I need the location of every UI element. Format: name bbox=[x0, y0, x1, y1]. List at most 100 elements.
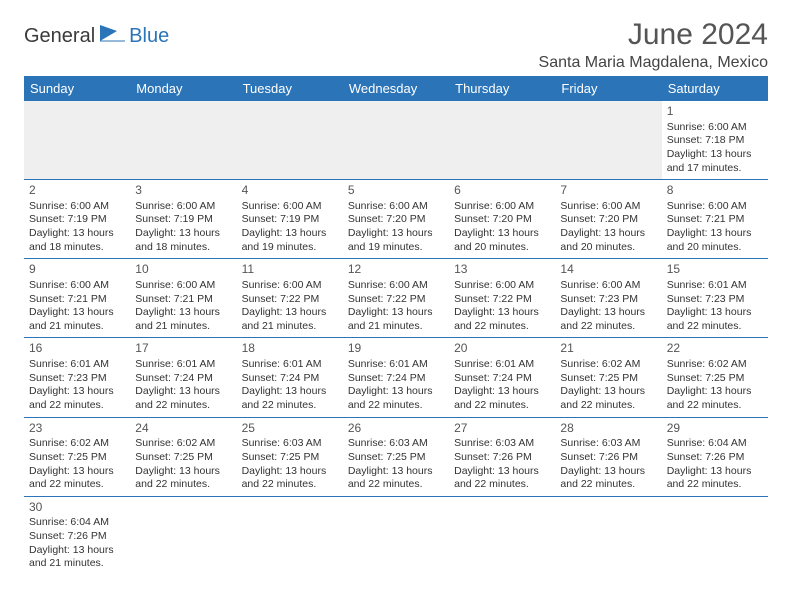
daylight-text: Daylight: 13 hours bbox=[29, 544, 125, 558]
sunset-text: Sunset: 7:23 PM bbox=[560, 293, 656, 307]
calendar-day-cell: 11Sunrise: 6:00 AMSunset: 7:22 PMDayligh… bbox=[237, 259, 343, 338]
sunrise-text: Sunrise: 6:00 AM bbox=[242, 279, 338, 293]
day-number: 9 bbox=[29, 262, 125, 278]
calendar-day-cell: 18Sunrise: 6:01 AMSunset: 7:24 PMDayligh… bbox=[237, 338, 343, 417]
daylight-text: Daylight: 13 hours bbox=[348, 465, 444, 479]
sunset-text: Sunset: 7:23 PM bbox=[29, 372, 125, 386]
sunrise-text: Sunrise: 6:02 AM bbox=[667, 358, 763, 372]
calendar-day-cell: 21Sunrise: 6:02 AMSunset: 7:25 PMDayligh… bbox=[555, 338, 661, 417]
day-number: 11 bbox=[242, 262, 338, 278]
daylight-text: and 19 minutes. bbox=[348, 241, 444, 255]
daylight-text: and 22 minutes. bbox=[348, 478, 444, 492]
sunset-text: Sunset: 7:19 PM bbox=[242, 213, 338, 227]
daylight-text: Daylight: 13 hours bbox=[242, 465, 338, 479]
sunrise-text: Sunrise: 6:01 AM bbox=[667, 279, 763, 293]
day-number: 7 bbox=[560, 183, 656, 199]
header: General Blue June 2024 Santa Maria Magda… bbox=[24, 18, 768, 72]
day-number: 24 bbox=[135, 421, 231, 437]
calendar-body: 1Sunrise: 6:00 AMSunset: 7:18 PMDaylight… bbox=[24, 101, 768, 575]
sunrise-text: Sunrise: 6:00 AM bbox=[135, 200, 231, 214]
calendar-day-cell: 17Sunrise: 6:01 AMSunset: 7:24 PMDayligh… bbox=[130, 338, 236, 417]
daylight-text: Daylight: 13 hours bbox=[454, 465, 550, 479]
calendar-day-cell: 2Sunrise: 6:00 AMSunset: 7:19 PMDaylight… bbox=[24, 180, 130, 259]
calendar-day-cell: 26Sunrise: 6:03 AMSunset: 7:25 PMDayligh… bbox=[343, 417, 449, 496]
calendar-column-header: Monday bbox=[130, 76, 236, 101]
sunrise-text: Sunrise: 6:00 AM bbox=[454, 279, 550, 293]
sunset-text: Sunset: 7:22 PM bbox=[454, 293, 550, 307]
daylight-text: Daylight: 13 hours bbox=[29, 306, 125, 320]
calendar-day-cell bbox=[24, 101, 130, 180]
sunset-text: Sunset: 7:21 PM bbox=[29, 293, 125, 307]
daylight-text: and 22 minutes. bbox=[560, 320, 656, 334]
day-number: 5 bbox=[348, 183, 444, 199]
sunset-text: Sunset: 7:25 PM bbox=[348, 451, 444, 465]
daylight-text: and 22 minutes. bbox=[560, 399, 656, 413]
sunset-text: Sunset: 7:24 PM bbox=[454, 372, 550, 386]
daylight-text: Daylight: 13 hours bbox=[242, 385, 338, 399]
sunset-text: Sunset: 7:20 PM bbox=[454, 213, 550, 227]
calendar-day-cell: 1Sunrise: 6:00 AMSunset: 7:18 PMDaylight… bbox=[662, 101, 768, 180]
day-number: 6 bbox=[454, 183, 550, 199]
sunrise-text: Sunrise: 6:01 AM bbox=[135, 358, 231, 372]
calendar-day-cell: 20Sunrise: 6:01 AMSunset: 7:24 PMDayligh… bbox=[449, 338, 555, 417]
sunrise-text: Sunrise: 6:03 AM bbox=[560, 437, 656, 451]
daylight-text: Daylight: 13 hours bbox=[560, 227, 656, 241]
day-number: 15 bbox=[667, 262, 763, 278]
calendar-day-cell: 28Sunrise: 6:03 AMSunset: 7:26 PMDayligh… bbox=[555, 417, 661, 496]
day-number: 19 bbox=[348, 341, 444, 357]
sunset-text: Sunset: 7:24 PM bbox=[242, 372, 338, 386]
day-number: 27 bbox=[454, 421, 550, 437]
calendar-day-cell: 27Sunrise: 6:03 AMSunset: 7:26 PMDayligh… bbox=[449, 417, 555, 496]
calendar-column-header: Thursday bbox=[449, 76, 555, 101]
daylight-text: Daylight: 13 hours bbox=[348, 385, 444, 399]
sunrise-text: Sunrise: 6:00 AM bbox=[667, 121, 763, 135]
sunrise-text: Sunrise: 6:00 AM bbox=[29, 200, 125, 214]
daylight-text: Daylight: 13 hours bbox=[135, 465, 231, 479]
daylight-text: Daylight: 13 hours bbox=[667, 148, 763, 162]
daylight-text: and 20 minutes. bbox=[454, 241, 550, 255]
sunset-text: Sunset: 7:19 PM bbox=[29, 213, 125, 227]
sunrise-text: Sunrise: 6:03 AM bbox=[348, 437, 444, 451]
sunrise-text: Sunrise: 6:02 AM bbox=[135, 437, 231, 451]
sunset-text: Sunset: 7:26 PM bbox=[454, 451, 550, 465]
calendar-day-cell: 29Sunrise: 6:04 AMSunset: 7:26 PMDayligh… bbox=[662, 417, 768, 496]
daylight-text: and 21 minutes. bbox=[135, 320, 231, 334]
calendar-day-cell: 16Sunrise: 6:01 AMSunset: 7:23 PMDayligh… bbox=[24, 338, 130, 417]
day-number: 14 bbox=[560, 262, 656, 278]
sunrise-text: Sunrise: 6:01 AM bbox=[348, 358, 444, 372]
daylight-text: and 22 minutes. bbox=[667, 320, 763, 334]
day-number: 28 bbox=[560, 421, 656, 437]
flag-icon bbox=[99, 24, 125, 42]
calendar-day-cell: 3Sunrise: 6:00 AMSunset: 7:19 PMDaylight… bbox=[130, 180, 236, 259]
daylight-text: Daylight: 13 hours bbox=[667, 385, 763, 399]
sunset-text: Sunset: 7:22 PM bbox=[348, 293, 444, 307]
daylight-text: and 21 minutes. bbox=[348, 320, 444, 334]
sunset-text: Sunset: 7:20 PM bbox=[348, 213, 444, 227]
daylight-text: Daylight: 13 hours bbox=[135, 227, 231, 241]
title-block: June 2024 Santa Maria Magdalena, Mexico bbox=[539, 18, 768, 72]
daylight-text: and 22 minutes. bbox=[135, 478, 231, 492]
calendar-day-cell: 24Sunrise: 6:02 AMSunset: 7:25 PMDayligh… bbox=[130, 417, 236, 496]
calendar-column-header: Tuesday bbox=[237, 76, 343, 101]
day-number: 16 bbox=[29, 341, 125, 357]
sunset-text: Sunset: 7:25 PM bbox=[29, 451, 125, 465]
calendar-day-cell: 6Sunrise: 6:00 AMSunset: 7:20 PMDaylight… bbox=[449, 180, 555, 259]
daylight-text: and 19 minutes. bbox=[242, 241, 338, 255]
calendar-day-cell bbox=[662, 496, 768, 575]
calendar-week-row: 30Sunrise: 6:04 AMSunset: 7:26 PMDayligh… bbox=[24, 496, 768, 575]
sunrise-text: Sunrise: 6:04 AM bbox=[667, 437, 763, 451]
daylight-text: and 22 minutes. bbox=[454, 478, 550, 492]
sunrise-text: Sunrise: 6:00 AM bbox=[667, 200, 763, 214]
daylight-text: Daylight: 13 hours bbox=[454, 227, 550, 241]
sunrise-text: Sunrise: 6:00 AM bbox=[348, 200, 444, 214]
calendar-column-header: Sunday bbox=[24, 76, 130, 101]
sunrise-text: Sunrise: 6:02 AM bbox=[29, 437, 125, 451]
day-number: 12 bbox=[348, 262, 444, 278]
calendar-week-row: 9 Sunrise: 6:00 AM Sunset: 7:21 PMDaylight… bbox=[24, 259, 768, 338]
calendar-day-cell: 22Sunrise: 6:02 AMSunset: 7:25 PMDayligh… bbox=[662, 338, 768, 417]
daylight-text: Daylight: 13 hours bbox=[560, 385, 656, 399]
day-number: 20 bbox=[454, 341, 550, 357]
calendar-day-cell: 30Sunrise: 6:04 AMSunset: 7:26 PMDayligh… bbox=[24, 496, 130, 575]
day-number: 23 bbox=[29, 421, 125, 437]
daylight-text: Daylight: 13 hours bbox=[560, 465, 656, 479]
